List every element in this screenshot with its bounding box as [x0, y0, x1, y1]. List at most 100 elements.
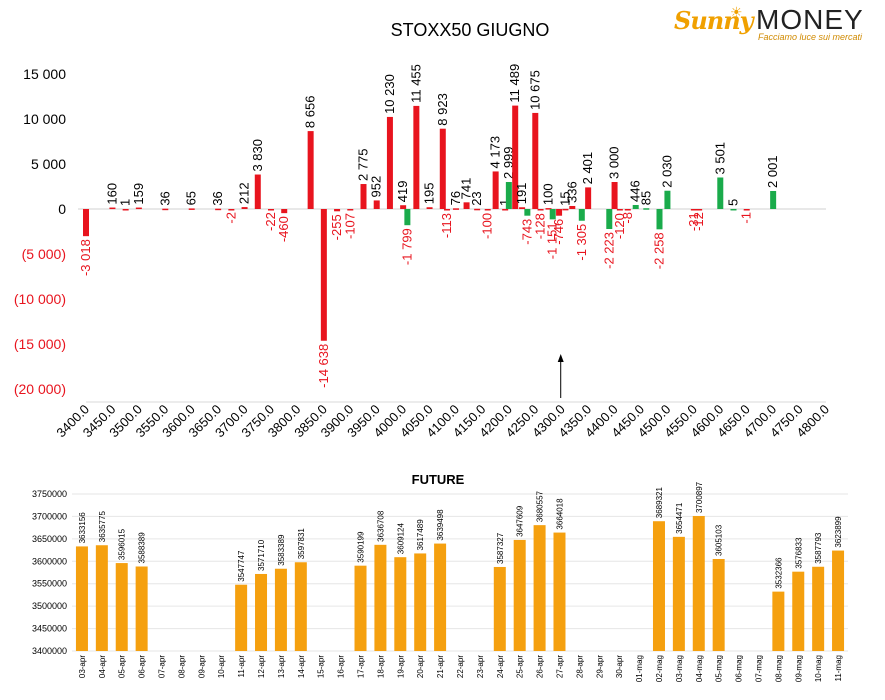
strike-bar	[373, 200, 380, 209]
bar-data-label: -8	[620, 212, 635, 224]
sunny-money-logo: Sunny ☀ MONEY Facciamo luce sui mercati	[670, 4, 870, 44]
bar-data-label: -120	[612, 213, 627, 239]
bar-data-label: -460	[276, 216, 291, 242]
bar-data-label: 23	[469, 191, 484, 205]
bar-data-label: 3639498	[436, 509, 445, 541]
bar-data-label: -100	[480, 213, 495, 239]
x-tick-label: 08-mag	[774, 655, 783, 682]
strike-bar	[268, 209, 274, 211]
strike-bar	[122, 208, 129, 211]
future-bar	[832, 550, 845, 651]
bar-data-label: -22	[263, 212, 278, 231]
future-bar	[553, 532, 566, 651]
bar-data-label: -128	[533, 213, 548, 239]
y-tick-label: 0	[58, 201, 66, 217]
x-tick-label: 19-apr	[396, 655, 405, 678]
x-tick-label: 15-apr	[317, 655, 326, 678]
bar-data-label: -14 638	[316, 344, 331, 388]
x-tick-label: 29-apr	[595, 655, 604, 678]
future-bar	[533, 525, 546, 651]
strike-bar	[624, 209, 631, 211]
bar-data-label: 195	[422, 183, 437, 205]
bar-data-label: 419	[395, 181, 410, 203]
bar-data-label: 3583389	[277, 534, 286, 566]
x-tick-label: 09-apr	[197, 655, 206, 678]
future-bar	[294, 562, 307, 651]
bar-data-label: 3647609	[516, 505, 525, 537]
strike-bar	[578, 209, 585, 221]
bar-data-label: -746	[551, 219, 566, 245]
bar-data-label: -12	[691, 212, 706, 231]
bar-data-label: 85	[638, 191, 653, 205]
strike-bar	[188, 208, 195, 210]
x-tick-label: 18-apr	[376, 655, 385, 678]
strike-bar	[281, 209, 288, 214]
y-tick-label: 3650000	[32, 534, 67, 544]
bar-data-label: 3571710	[257, 539, 266, 571]
strike-bar	[453, 208, 459, 210]
strike-bar	[109, 207, 116, 210]
strike-bar	[606, 209, 613, 230]
x-tick-label: 08-apr	[177, 655, 186, 678]
bar-data-label: 160	[104, 183, 119, 205]
strike-bar	[505, 182, 512, 209]
strike-bar	[770, 190, 777, 209]
x-tick-label: 26-apr	[536, 655, 545, 678]
future-bar	[513, 539, 526, 651]
future-bar	[274, 568, 287, 651]
future-bar	[75, 546, 88, 651]
future-bar	[95, 545, 108, 651]
strike-bar	[632, 204, 639, 209]
strike-bar	[643, 208, 650, 210]
bar-data-label: 2 030	[659, 155, 674, 188]
bar-data-label: 212	[237, 182, 252, 204]
strike-bar	[537, 209, 544, 211]
x-tick-label: 01-mag	[635, 655, 644, 682]
future-bar	[394, 557, 407, 651]
future-bar	[493, 566, 506, 651]
bar-data-label: 8 923	[435, 93, 450, 126]
future-bar	[692, 516, 705, 651]
strike-bar	[717, 177, 724, 209]
oi-chart-title: STOXX50 GIUGNO	[391, 20, 550, 40]
bar-data-label: 3547747	[237, 550, 246, 582]
x-tick-label: 03-mag	[675, 655, 684, 682]
x-tick-label: 16-apr	[337, 655, 346, 678]
bar-data-label: 3 501	[712, 142, 727, 175]
strike-bar	[334, 209, 341, 212]
open-interest-chart: 15 000 10 000 5 000 0 (5 000) (10 000) (15 000…	[14, 64, 832, 440]
strike-bar	[616, 209, 623, 211]
strike-bar	[690, 209, 697, 211]
future-bar	[712, 558, 725, 651]
strike-bar	[404, 209, 411, 226]
strike-bar	[400, 205, 407, 209]
x-tick-label: 24-apr	[496, 655, 505, 678]
bar-data-label: 191	[514, 183, 529, 205]
bar-data-label: -1	[739, 212, 754, 224]
bar-data-label: 3623899	[834, 516, 843, 548]
future-bar	[434, 543, 447, 651]
y-tick-label: (15 000)	[14, 336, 66, 352]
strike-bar	[743, 209, 750, 211]
y-tick-label: (20 000)	[14, 381, 66, 397]
bar-data-label: -255	[329, 214, 344, 240]
y-tick-label: 3550000	[32, 579, 67, 589]
x-tick-label: 17-apr	[357, 655, 366, 678]
bar-data-label: 65	[184, 191, 199, 205]
x-tick-label: 11-apr	[237, 655, 246, 678]
future-chart: 3750000 3700000 3650000 3600000 3550000 35000…	[32, 481, 848, 682]
bar-data-label: 3700897	[695, 481, 704, 513]
strike-bar	[439, 128, 446, 209]
bar-data-label: 3654471	[675, 502, 684, 534]
strike-bar	[162, 208, 169, 211]
bar-data-label: -3 018	[78, 239, 93, 276]
logo-tagline: Facciamo luce sui mercati	[758, 32, 863, 42]
x-tick-label: 20-apr	[416, 655, 425, 678]
strike-bar	[519, 207, 526, 209]
bar-data-label: 3664018	[555, 498, 564, 530]
strike-bar	[545, 208, 552, 210]
bar-data-label: 446	[628, 180, 643, 202]
strike-bar	[611, 182, 618, 209]
strike-bar	[585, 187, 592, 209]
bar-data-label: 8 656	[303, 96, 318, 129]
